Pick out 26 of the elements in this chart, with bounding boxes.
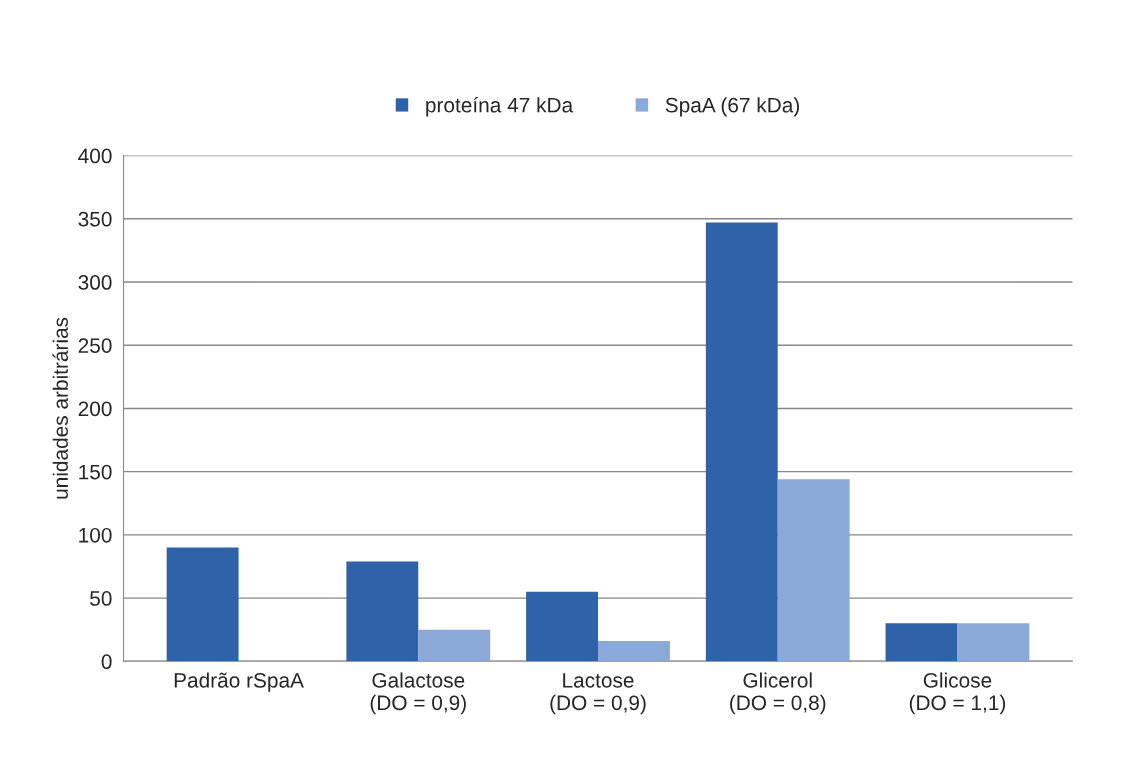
y-tick-label: 200 xyxy=(78,401,112,417)
y-tick-label: 0 xyxy=(101,654,112,670)
y-axis-title: unidades arbitrárias xyxy=(52,317,68,499)
x-tick-label: Galactose (DO = 0,9) xyxy=(370,672,466,715)
y-tick-label: 250 xyxy=(78,338,112,353)
x-tick-label: Lactose (DO = 0,9) xyxy=(550,673,646,715)
bar xyxy=(418,629,491,662)
bar xyxy=(777,479,850,662)
x-tick-label: Glicose (DO = 1,1) xyxy=(909,672,1006,715)
bar xyxy=(705,222,778,662)
legend-label: SpaA (67 kDa) xyxy=(665,97,799,117)
y-tick-label: 300 xyxy=(78,275,112,290)
bar xyxy=(885,623,958,662)
bar xyxy=(598,641,670,662)
y-tick-label: 50 xyxy=(90,591,112,606)
y-tick-label: 150 xyxy=(79,464,112,480)
bar xyxy=(346,561,419,662)
legend-label: proteína 47 kDa xyxy=(426,96,574,117)
y-tick-label: 400 xyxy=(78,148,112,164)
y-tick-label: 350 xyxy=(78,211,112,227)
bar xyxy=(166,547,239,662)
y-tick-label: 100 xyxy=(79,527,112,543)
bar xyxy=(526,591,598,662)
x-tick-label: Padrão rSpaA xyxy=(174,672,304,692)
bar xyxy=(957,623,1030,662)
x-tick-label: Glicerol (DO = 0,8) xyxy=(730,672,826,715)
